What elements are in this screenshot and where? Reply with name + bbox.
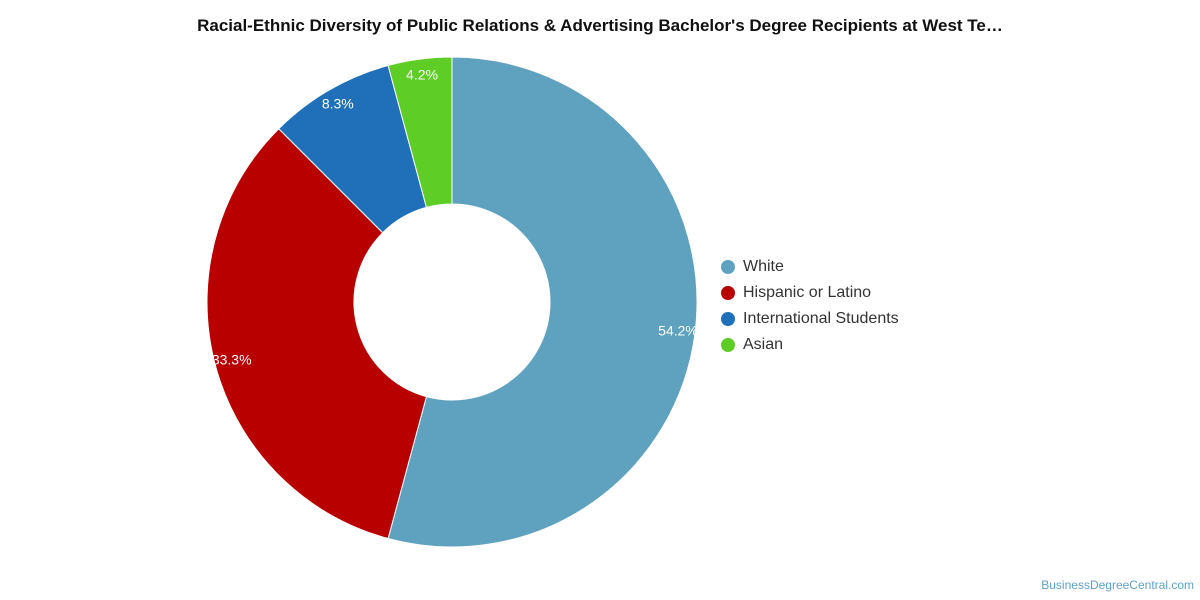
legend-item-hispanic-or-latino: Hispanic or Latino (721, 280, 899, 306)
legend-label: International Students (743, 310, 899, 327)
donut-slices (206, 56, 698, 548)
slice-labels: 54.2% 33.3% 8.3% 4.2% (212, 67, 698, 368)
legend-item-international-students: International Students (721, 306, 899, 332)
legend-swatch (721, 260, 735, 274)
slice-asian (387, 56, 453, 209)
slice-hispanic-or-latino (206, 128, 428, 540)
legend-swatch (721, 338, 735, 352)
legend-swatch (721, 286, 735, 300)
source-watermark: BusinessDegreeCentral.com (1041, 578, 1194, 592)
slice-label-international-students: 8.3% (322, 95, 354, 111)
legend-item-white: White (721, 254, 899, 280)
chart-title: Racial-Ethnic Diversity of Public Relati… (197, 16, 1003, 35)
legend-label: White (743, 258, 784, 275)
slice-label-hispanic-or-latino: 33.3% (212, 351, 252, 367)
legend-label: Asian (743, 336, 784, 353)
legend: White Hispanic or Latino International Stu… (721, 254, 899, 358)
slice-label-white: 54.2% (658, 323, 698, 339)
slice-label-asian: 4.2% (406, 67, 438, 83)
slice-white (387, 56, 698, 548)
legend-item-asian: Asian (721, 332, 899, 358)
legend-label: Hispanic or Latino (743, 284, 872, 301)
legend-swatch (721, 312, 735, 326)
